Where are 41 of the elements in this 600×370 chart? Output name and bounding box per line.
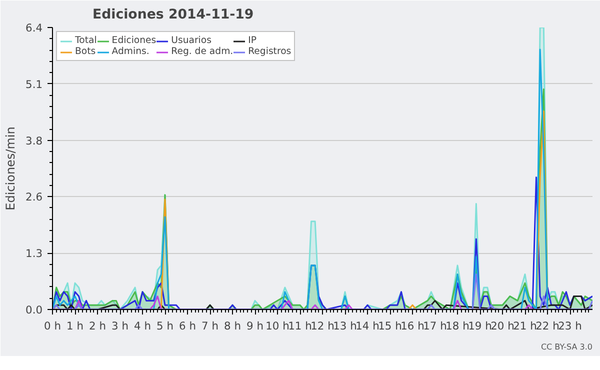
y-tick-label: 5.1 — [26, 78, 43, 91]
x-tick-label: 11 h — [288, 320, 312, 332]
y-tick-label: 0.0 — [26, 304, 43, 316]
x-tick-label: 12 h — [310, 320, 334, 332]
y-tick-label: 2.6 — [26, 190, 43, 204]
legend-label: Admins. — [112, 46, 150, 57]
x-tick-label: 8 h — [224, 320, 241, 332]
x-tick-label: 22 h — [536, 320, 560, 332]
y-tick-label: 6.4 — [26, 22, 43, 34]
x-tick-label: 10 h — [266, 320, 290, 332]
x-tick-label: 18 h — [446, 320, 470, 332]
x-tick-label: 13 h — [333, 320, 357, 332]
legend-label: Ediciones — [112, 35, 156, 46]
x-tick-label: 21 h — [513, 320, 537, 332]
x-tick-label: 7 h — [202, 320, 218, 332]
text: CC BY-SA 3.0 — [540, 342, 593, 352]
x-tick-label: 23 h — [558, 320, 582, 332]
chart-title: Ediciones 2014-11-19 — [92, 8, 254, 22]
y-axis-title: Ediciones/min — [4, 126, 18, 210]
x-tick-label: 20 h — [490, 320, 514, 332]
x-tick-label: 5 h — [156, 320, 174, 332]
legend-label: Total — [75, 35, 97, 46]
x-tick-label: 19 h — [468, 320, 492, 332]
x-tick-label: 3 h — [112, 320, 128, 332]
y-tick-label: 1.3 — [26, 247, 43, 260]
legend-label: Usuarios — [171, 35, 212, 46]
x-tick-label: 16 h — [400, 320, 424, 332]
x-tick-label: 4 h — [134, 320, 151, 332]
y-tick-label: 3.8 — [26, 134, 43, 148]
x-tick-label: 14 h — [356, 320, 380, 332]
legend-label: IP — [248, 35, 258, 46]
x-tick-label: 6 h — [179, 320, 196, 332]
x-tick-label: 15 h — [378, 320, 402, 332]
x-tick-label: 9 h — [246, 320, 264, 332]
legend-label: Registros — [248, 46, 292, 57]
x-tick-label: 2 h — [89, 320, 106, 332]
x-tick-label: 0 h — [44, 320, 61, 332]
legend-label: Reg. de adm. — [171, 46, 234, 57]
x-tick-label: 1 h — [66, 320, 84, 332]
x-tick-label: 17 h — [423, 320, 447, 332]
legend-label: Bots — [75, 46, 96, 57]
